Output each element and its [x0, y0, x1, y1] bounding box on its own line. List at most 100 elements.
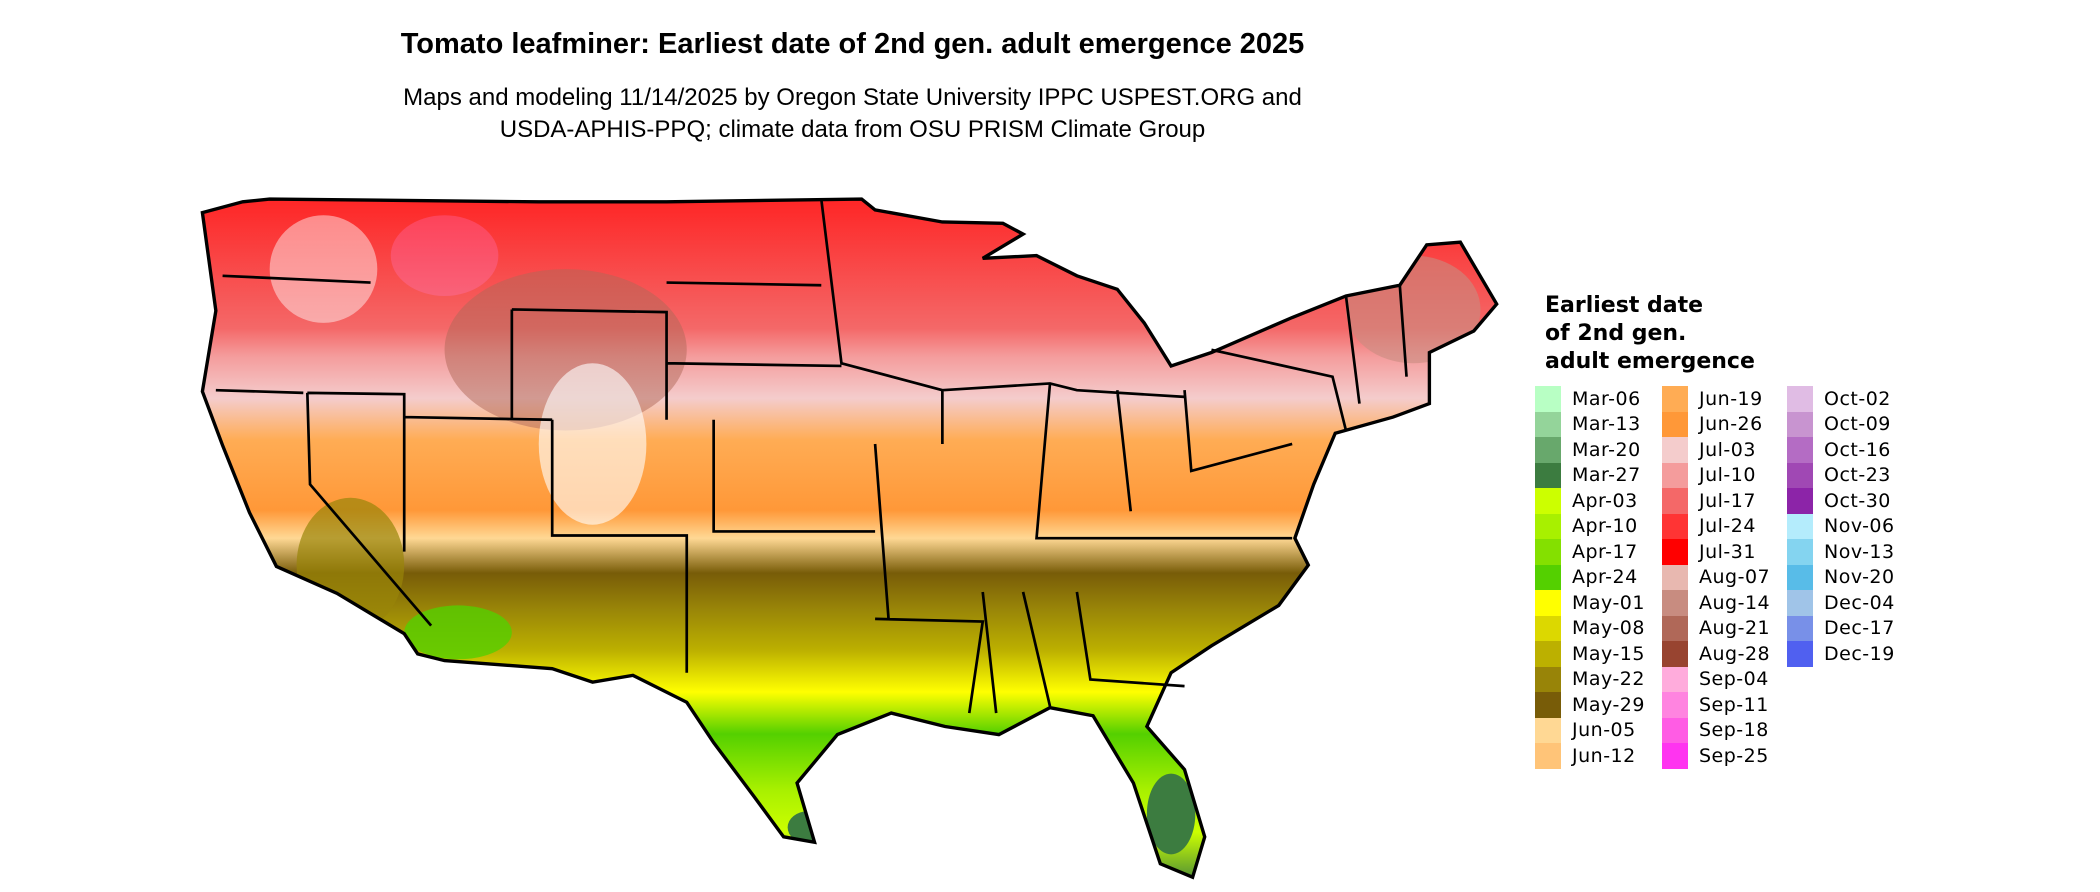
legend-item: Apr-17 [1535, 539, 1638, 565]
legend-title-line: Earliest date [1545, 293, 1704, 318]
legend-item: Mar-13 [1535, 411, 1641, 437]
legend-item: Aug-14 [1662, 590, 1770, 616]
legend-swatch [1535, 539, 1561, 565]
legend-item: Nov-20 [1787, 564, 1895, 590]
legend-label: Sep-18 [1699, 719, 1769, 742]
legend-label: Sep-25 [1699, 744, 1769, 767]
legend-item: Oct-16 [1787, 437, 1891, 463]
legend-swatch [1535, 488, 1561, 514]
legend-item: May-22 [1535, 666, 1645, 692]
legend-item: Aug-28 [1662, 641, 1770, 667]
legend-item: Nov-13 [1787, 539, 1895, 565]
legend-label: Aug-21 [1699, 617, 1771, 640]
legend-label: Aug-14 [1699, 591, 1771, 614]
legend-label: Jul-03 [1699, 438, 1756, 461]
legend-label: Apr-03 [1572, 489, 1638, 512]
legend-label: Nov-20 [1824, 566, 1895, 589]
legend-swatch [1535, 564, 1561, 590]
legend-label: May-29 [1572, 693, 1645, 716]
legend-swatch [1535, 615, 1561, 641]
legend-swatch [1787, 564, 1813, 590]
legend-item: May-01 [1535, 590, 1645, 616]
legend-item: Jun-12 [1535, 743, 1636, 769]
legend-swatch [1662, 488, 1688, 514]
legend-swatch [1787, 641, 1813, 667]
legend-item: Oct-23 [1787, 462, 1891, 488]
legend-swatch [1787, 462, 1813, 488]
legend-label: Apr-24 [1572, 566, 1638, 589]
legend-label: Mar-20 [1572, 438, 1641, 461]
legend-swatch [1535, 513, 1561, 539]
legend-label: Jul-10 [1699, 464, 1756, 487]
legend-item: Jun-19 [1662, 386, 1763, 412]
legend-swatch [1787, 590, 1813, 616]
legend-title-line: adult emergence [1545, 349, 1755, 374]
legend-label: Sep-11 [1699, 693, 1769, 716]
legend-item: Dec-19 [1787, 641, 1895, 667]
legend-label: Jun-26 [1699, 413, 1763, 436]
legend-swatch [1535, 692, 1561, 718]
legend-item: Aug-07 [1662, 564, 1771, 590]
legend-item: Sep-18 [1662, 717, 1769, 743]
legend-swatch [1662, 615, 1688, 641]
legend-swatch [1662, 641, 1688, 667]
legend-label: Oct-16 [1824, 438, 1891, 461]
legend-item: Jul-31 [1662, 539, 1756, 565]
map-subtitle-line-2: USDA-APHIS-PPQ; climate data from OSU PR… [499, 116, 1206, 143]
legend-swatch [1662, 539, 1688, 565]
legend-label: Aug-07 [1699, 566, 1771, 589]
legend-title-line: of 2nd gen. [1545, 321, 1687, 346]
legend-item: Sep-04 [1662, 666, 1769, 692]
legend-label: Dec-19 [1824, 642, 1895, 665]
legend-swatch [1787, 488, 1813, 514]
legend-swatch [1535, 590, 1561, 616]
legend-item: Aug-21 [1662, 615, 1771, 641]
legend-label: Mar-06 [1572, 387, 1641, 410]
legend-label: Jun-05 [1572, 719, 1636, 742]
legend-item: Oct-09 [1787, 411, 1891, 437]
legend-item: Mar-06 [1535, 386, 1641, 412]
legend-label: May-08 [1572, 617, 1645, 640]
legend-label: Nov-13 [1824, 540, 1895, 563]
legend-swatch [1662, 513, 1688, 539]
legend-label: May-01 [1572, 591, 1645, 614]
legend-item: Sep-11 [1662, 692, 1769, 718]
legend-swatch [1535, 411, 1561, 437]
legend-item: May-08 [1535, 615, 1645, 641]
state-borders [215, 198, 1408, 714]
emergence-raster [202, 199, 1497, 878]
legend-label: Dec-17 [1824, 617, 1895, 640]
legend-item: Jun-05 [1535, 717, 1636, 743]
legend-label: Dec-04 [1824, 591, 1895, 614]
legend-label: Apr-10 [1572, 515, 1638, 538]
legend-item: May-15 [1535, 641, 1645, 667]
legend-swatch [1787, 386, 1813, 412]
legend-swatch [1787, 513, 1813, 539]
legend-label: Aug-28 [1699, 642, 1771, 665]
legend-label: Jun-19 [1699, 387, 1763, 410]
legend-label: Jun-12 [1572, 744, 1636, 767]
legend-label: Sep-04 [1699, 668, 1769, 691]
legend-label: Oct-02 [1824, 387, 1891, 410]
legend-item: Jul-10 [1662, 462, 1756, 488]
legend-swatch [1662, 717, 1688, 743]
legend-swatch [1535, 462, 1561, 488]
legend-item: Mar-20 [1535, 437, 1641, 463]
legend-swatch [1662, 564, 1688, 590]
legend-item: Dec-17 [1787, 615, 1895, 641]
legend-item: Jul-24 [1662, 513, 1756, 539]
legend-label: Oct-23 [1824, 464, 1891, 487]
legend-label: Oct-09 [1824, 413, 1891, 436]
map-title: Tomato leafminer: Earliest date of 2nd g… [400, 28, 1305, 60]
legend-swatch [1787, 411, 1813, 437]
legend-swatch [1535, 717, 1561, 743]
legend-item: Apr-10 [1535, 513, 1638, 539]
legend-label: Mar-13 [1572, 413, 1641, 436]
legend-swatch [1787, 437, 1813, 463]
legend-label: Apr-17 [1572, 540, 1638, 563]
legend-swatch [1535, 386, 1561, 412]
legend-swatch [1535, 641, 1561, 667]
legend-swatch [1662, 692, 1688, 718]
legend-label: May-15 [1572, 642, 1645, 665]
